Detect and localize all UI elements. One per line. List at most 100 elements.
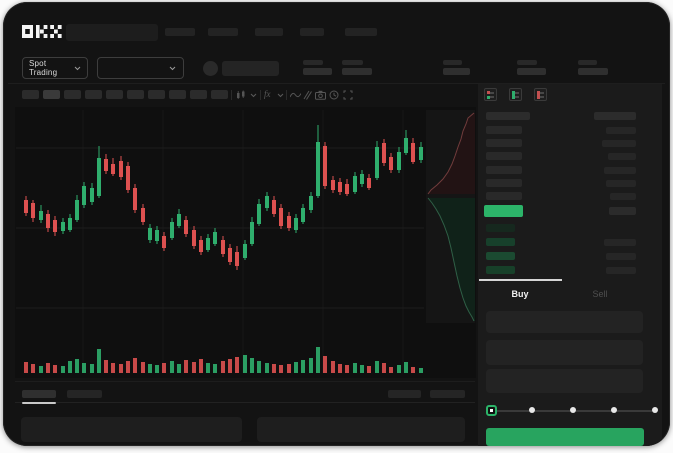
tab-buy[interactable]: Buy: [511, 289, 529, 299]
chevron-down-icon: [169, 66, 176, 70]
timeframe-button[interactable]: [85, 90, 102, 99]
orderbook-ask-price[interactable]: [486, 179, 522, 187]
orderbook-ask-price[interactable]: [486, 126, 522, 134]
fullscreen-icon[interactable]: [343, 90, 353, 100]
candles: [24, 125, 423, 270]
chart-background: [15, 107, 476, 378]
bottom-tab-underline: [22, 402, 56, 404]
bottom-panel-box: [21, 417, 242, 442]
chart-type-icon[interactable]: [236, 90, 246, 100]
timeframe-button[interactable]: [64, 90, 81, 99]
orderbook-ask-size: [604, 167, 636, 174]
nav-item[interactable]: [300, 28, 324, 36]
stat-label-bar: [303, 60, 323, 65]
orderbook-ask-size: [602, 140, 636, 147]
slider-stop-dot[interactable]: [570, 407, 576, 413]
orderbook-bid-price[interactable]: [486, 238, 515, 246]
slider-stop-dot[interactable]: [652, 407, 658, 413]
line-tool-icon[interactable]: [290, 91, 301, 99]
bottom-tab[interactable]: [22, 390, 56, 398]
toolbar-separator: [231, 90, 232, 100]
orderbook-ask-size: [608, 153, 636, 160]
market-type-selector[interactable]: Spot Trading: [22, 57, 88, 79]
trade-input-field[interactable]: [486, 369, 643, 393]
pair-dropdown[interactable]: [97, 57, 184, 79]
trade-input-field[interactable]: [486, 311, 643, 333]
orderbook-view-bids-icon[interactable]: [509, 88, 522, 101]
timeframe-button[interactable]: [148, 90, 165, 99]
depth-bids-line: [427, 197, 475, 322]
orderbook-header-size: [594, 112, 636, 120]
orderbook-view-combined-icon[interactable]: [484, 88, 497, 101]
nav-item[interactable]: [255, 28, 283, 36]
timeframe-button[interactable]: [169, 90, 186, 99]
timeframe-button[interactable]: [127, 90, 144, 99]
orderbook-header-price: [486, 112, 530, 120]
okx-logo: [22, 25, 62, 38]
search-input[interactable]: [66, 24, 158, 41]
orderbook-bid-price[interactable]: [486, 252, 515, 260]
orderbook-bid-price[interactable]: [486, 266, 515, 274]
chevron-down-icon: [75, 66, 81, 70]
nav-item[interactable]: [208, 28, 238, 36]
depth-bids-area: [428, 198, 475, 321]
slider-handle[interactable]: [486, 405, 497, 416]
timeframe-button[interactable]: [22, 90, 39, 99]
tab-sell[interactable]: Sell: [592, 289, 608, 299]
orderbook-last-price[interactable]: [484, 205, 523, 217]
nav-item[interactable]: [165, 28, 195, 36]
market-type-label: Spot Trading: [29, 59, 58, 77]
stat-value-bar: [517, 68, 546, 75]
stat-label-bar: [578, 60, 597, 65]
active-tab-underline: [479, 279, 562, 281]
timeframe-button[interactable]: [106, 90, 123, 99]
stat-value-bar: [443, 68, 470, 75]
stat-label-bar: [443, 60, 462, 65]
slider-stop-dot[interactable]: [611, 407, 617, 413]
orderbook-bid-size: [606, 253, 636, 260]
bottom-tabs-divider: [15, 402, 475, 403]
toolbar-separator: [260, 90, 261, 100]
orderbook-ask-price[interactable]: [486, 152, 522, 160]
toolbar-separator: [286, 90, 287, 100]
chevron-down-icon[interactable]: [277, 93, 284, 98]
stat-label-bar: [342, 60, 363, 65]
stat-label-bar: [517, 60, 537, 65]
orderbook-ask-price[interactable]: [486, 166, 522, 174]
indicator-fx-icon[interactable]: fx: [264, 89, 271, 99]
stat-value-bar: [303, 68, 332, 75]
timeframe-button[interactable]: [211, 90, 228, 99]
header-divider: [8, 83, 665, 84]
orderbook-last-size: [609, 207, 636, 215]
pair-name-placeholder: [222, 61, 279, 76]
timeframe-button[interactable]: [43, 90, 60, 99]
buy-submit-button[interactable]: [486, 428, 644, 446]
trade-input-field[interactable]: [486, 340, 643, 365]
orderbook-ask-price[interactable]: [486, 192, 522, 200]
bottom-tab[interactable]: [67, 390, 102, 398]
bottom-panel-divider: [15, 381, 475, 382]
bottom-panel-box: [257, 417, 465, 442]
slider-stop-dot[interactable]: [529, 407, 535, 413]
orderbook-bid-size: [604, 239, 636, 246]
draw-tool-icon[interactable]: [303, 90, 312, 100]
depth-asks-line: [427, 112, 475, 195]
orderbook-bid-price[interactable]: [486, 224, 515, 232]
stat-value-bar: [342, 68, 372, 75]
volume-bars: [24, 347, 423, 373]
coin-logo-icon: [203, 61, 218, 76]
orderbook-ask-price[interactable]: [486, 139, 522, 147]
bottom-panel-action[interactable]: [430, 390, 465, 398]
nav-item[interactable]: [345, 28, 377, 36]
timeframe-button[interactable]: [190, 90, 207, 99]
clock-icon[interactable]: [329, 90, 339, 100]
bottom-panel-action[interactable]: [388, 390, 421, 398]
chevron-down-icon[interactable]: [250, 93, 257, 98]
orderbook-ask-size: [606, 180, 636, 187]
depth-asks-area: [428, 113, 475, 194]
camera-icon[interactable]: [315, 90, 326, 100]
orderbook-view-asks-icon[interactable]: [534, 88, 547, 101]
orderbook-bid-size: [606, 267, 636, 274]
app-window: Spot Trading fx: [3, 2, 670, 446]
orderbook-ask-size: [610, 193, 636, 200]
